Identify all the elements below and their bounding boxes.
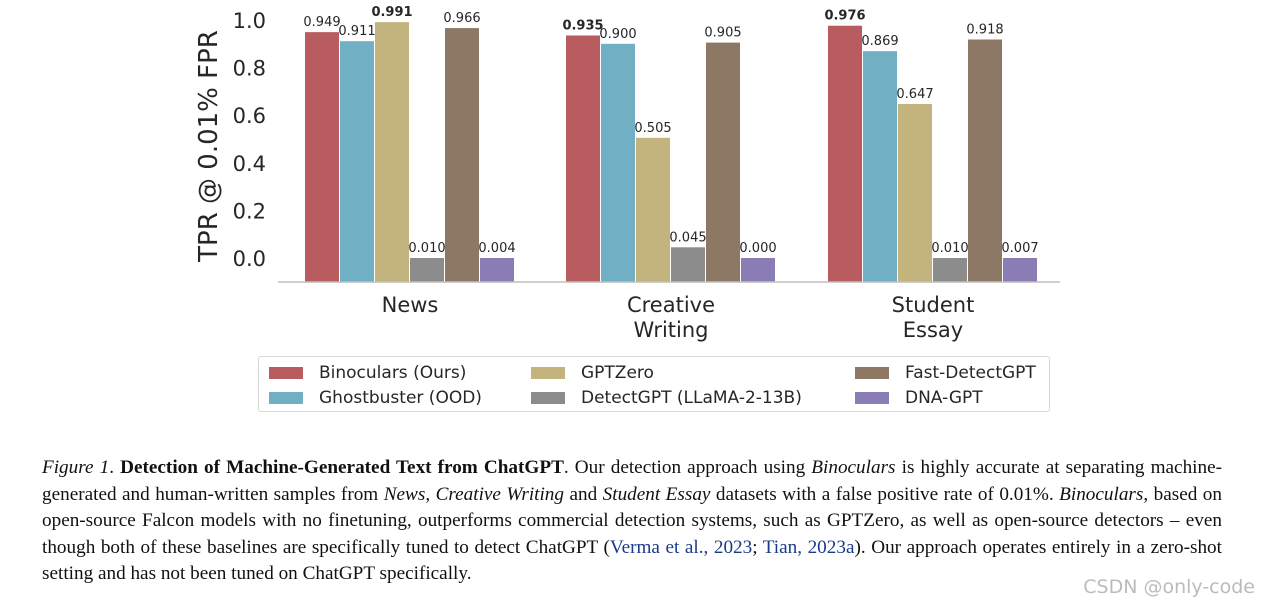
bar-ghostbuster-ood- (863, 51, 897, 282)
caption-emphasis: News (383, 483, 426, 505)
bar-gptzero (636, 137, 670, 282)
y-tick-label: 0.8 (233, 57, 266, 81)
bar-value-label: 0.010 (408, 241, 445, 256)
bar-detectgpt-llama-2-13b- (410, 258, 444, 282)
caption-text: ). Our approach operates entirely in a z… (42, 536, 1222, 585)
legend-swatch (855, 392, 889, 404)
bar-value-label: 0.004 (478, 241, 515, 256)
caption-text: , based on open-source Falcon models wit… (42, 483, 1222, 558)
bar-fast-detectgpt (706, 42, 740, 282)
citation-link-tian[interactable]: Tian, 2023a (762, 536, 855, 558)
bar-detectgpt-llama-2-13b- (671, 247, 705, 282)
caption-emphasis: Student Essay (602, 483, 711, 505)
bar-ghostbuster-ood- (601, 43, 635, 282)
figure-label: Figure 1 (42, 457, 110, 478)
legend-swatch (269, 392, 303, 404)
caption-emphasis: Binoculars (1059, 483, 1144, 505)
legend-swatch (269, 367, 303, 379)
bar-ghostbuster-ood- (340, 41, 374, 282)
y-tick-label: 0.2 (233, 199, 266, 223)
caption-text: , (425, 483, 436, 505)
caption-text: is highly accurate at separating machine… (42, 457, 1223, 505)
y-tick-label: 1.0 (233, 9, 266, 33)
x-tick-label: News (382, 293, 439, 317)
figure-caption: Figure 1. Detection of Machine-Generated… (42, 455, 1222, 588)
bar-fast-detectgpt (445, 28, 479, 283)
legend-swatch (855, 367, 889, 379)
bar-value-label: 0.000 (739, 241, 776, 256)
bar-chart: TPR @ 0.01% FPR 0.00.20.40.60.81.0 0.949 0.… (194, 5, 1060, 342)
y-tick-label: 0.6 (233, 104, 266, 128)
bar-value-label: 0.905 (704, 26, 741, 41)
bar-value-label: 0.949 (303, 15, 340, 30)
legend-label: Fast-DetectGPT (905, 363, 1036, 383)
x-tick-label: Creative (627, 293, 715, 317)
bar-value-label: 0.900 (599, 27, 636, 42)
legend-label: Ghostbuster (OOD) (319, 388, 482, 408)
bar-value-label: 0.935 (562, 18, 603, 33)
bar-value-label: 0.869 (861, 34, 898, 49)
bar-binoculars-ours- (828, 25, 862, 282)
legend-label: Binoculars (Ours) (319, 363, 467, 383)
legend-item-gptzero: GPTZero (531, 363, 654, 383)
bar-gptzero (898, 104, 932, 282)
legend-item-detectgpt: DetectGPT (LLaMA-2-13B) (531, 388, 802, 408)
bar-binoculars-ours- (566, 35, 600, 282)
bar-value-label: 0.991 (371, 5, 412, 20)
caption-text: . Our detection approach using (563, 457, 812, 478)
bar-value-label: 0.911 (338, 24, 375, 39)
figure-title: Detection of Machine-Generated Text from… (120, 457, 564, 478)
caption-text: datasets with a false positive rate of 0… (710, 483, 1060, 505)
bar-value-label: 0.007 (1001, 241, 1038, 256)
legend-item-fast-detectgpt: Fast-DetectGPT (855, 363, 1036, 383)
legend-item-dna-gpt: DNA-GPT (855, 388, 983, 408)
bar-value-label: 0.505 (634, 121, 671, 136)
bar-dna-gpt (741, 258, 775, 282)
legend-item-binoculars: Binoculars (Ours) (269, 363, 466, 383)
x-tick-label: Essay (903, 318, 963, 342)
y-axis-label: TPR @ 0.01% FPR (194, 30, 224, 263)
caption-text: . (109, 457, 121, 478)
watermark: CSDN @only-code (1083, 576, 1255, 598)
legend-swatch (531, 392, 565, 404)
legend-label: DetectGPT (LLaMA-2-13B) (581, 388, 802, 408)
caption-text: and (564, 483, 603, 505)
y-tick-label: 0.0 (233, 247, 266, 271)
bar-value-label: 0.966 (443, 11, 480, 26)
legend-item-ghostbuster: Ghostbuster (OOD) (269, 388, 482, 408)
bar-value-label: 0.647 (896, 87, 933, 102)
bar-value-label: 0.918 (966, 23, 1003, 38)
caption-text: ; (752, 536, 763, 558)
bar-dna-gpt (480, 258, 514, 282)
bar-value-label: 0.045 (669, 230, 706, 245)
y-tick-label: 0.4 (233, 152, 266, 176)
citation-link-verma[interactable]: Verma et al., 2023 (609, 536, 753, 558)
bar-value-label: 0.010 (931, 241, 968, 256)
bar-value-label: 0.976 (824, 9, 865, 24)
bar-gptzero (375, 22, 409, 283)
legend-swatch (531, 367, 565, 379)
bar-dna-gpt (1003, 258, 1037, 282)
x-tick-label: Writing (634, 318, 709, 342)
bar-detectgpt-llama-2-13b- (933, 258, 967, 282)
bar-binoculars-ours- (305, 32, 339, 282)
x-tick-label: Student (892, 293, 975, 317)
caption-emphasis: Creative Writing (435, 483, 564, 505)
bar-fast-detectgpt (968, 39, 1002, 283)
caption-emphasis: Binoculars (811, 457, 896, 478)
legend-label: DNA-GPT (905, 388, 983, 408)
legend-label: GPTZero (581, 363, 654, 383)
chart-legend: Binoculars (Ours) Ghostbuster (OOD) GPTZ… (258, 356, 1050, 412)
